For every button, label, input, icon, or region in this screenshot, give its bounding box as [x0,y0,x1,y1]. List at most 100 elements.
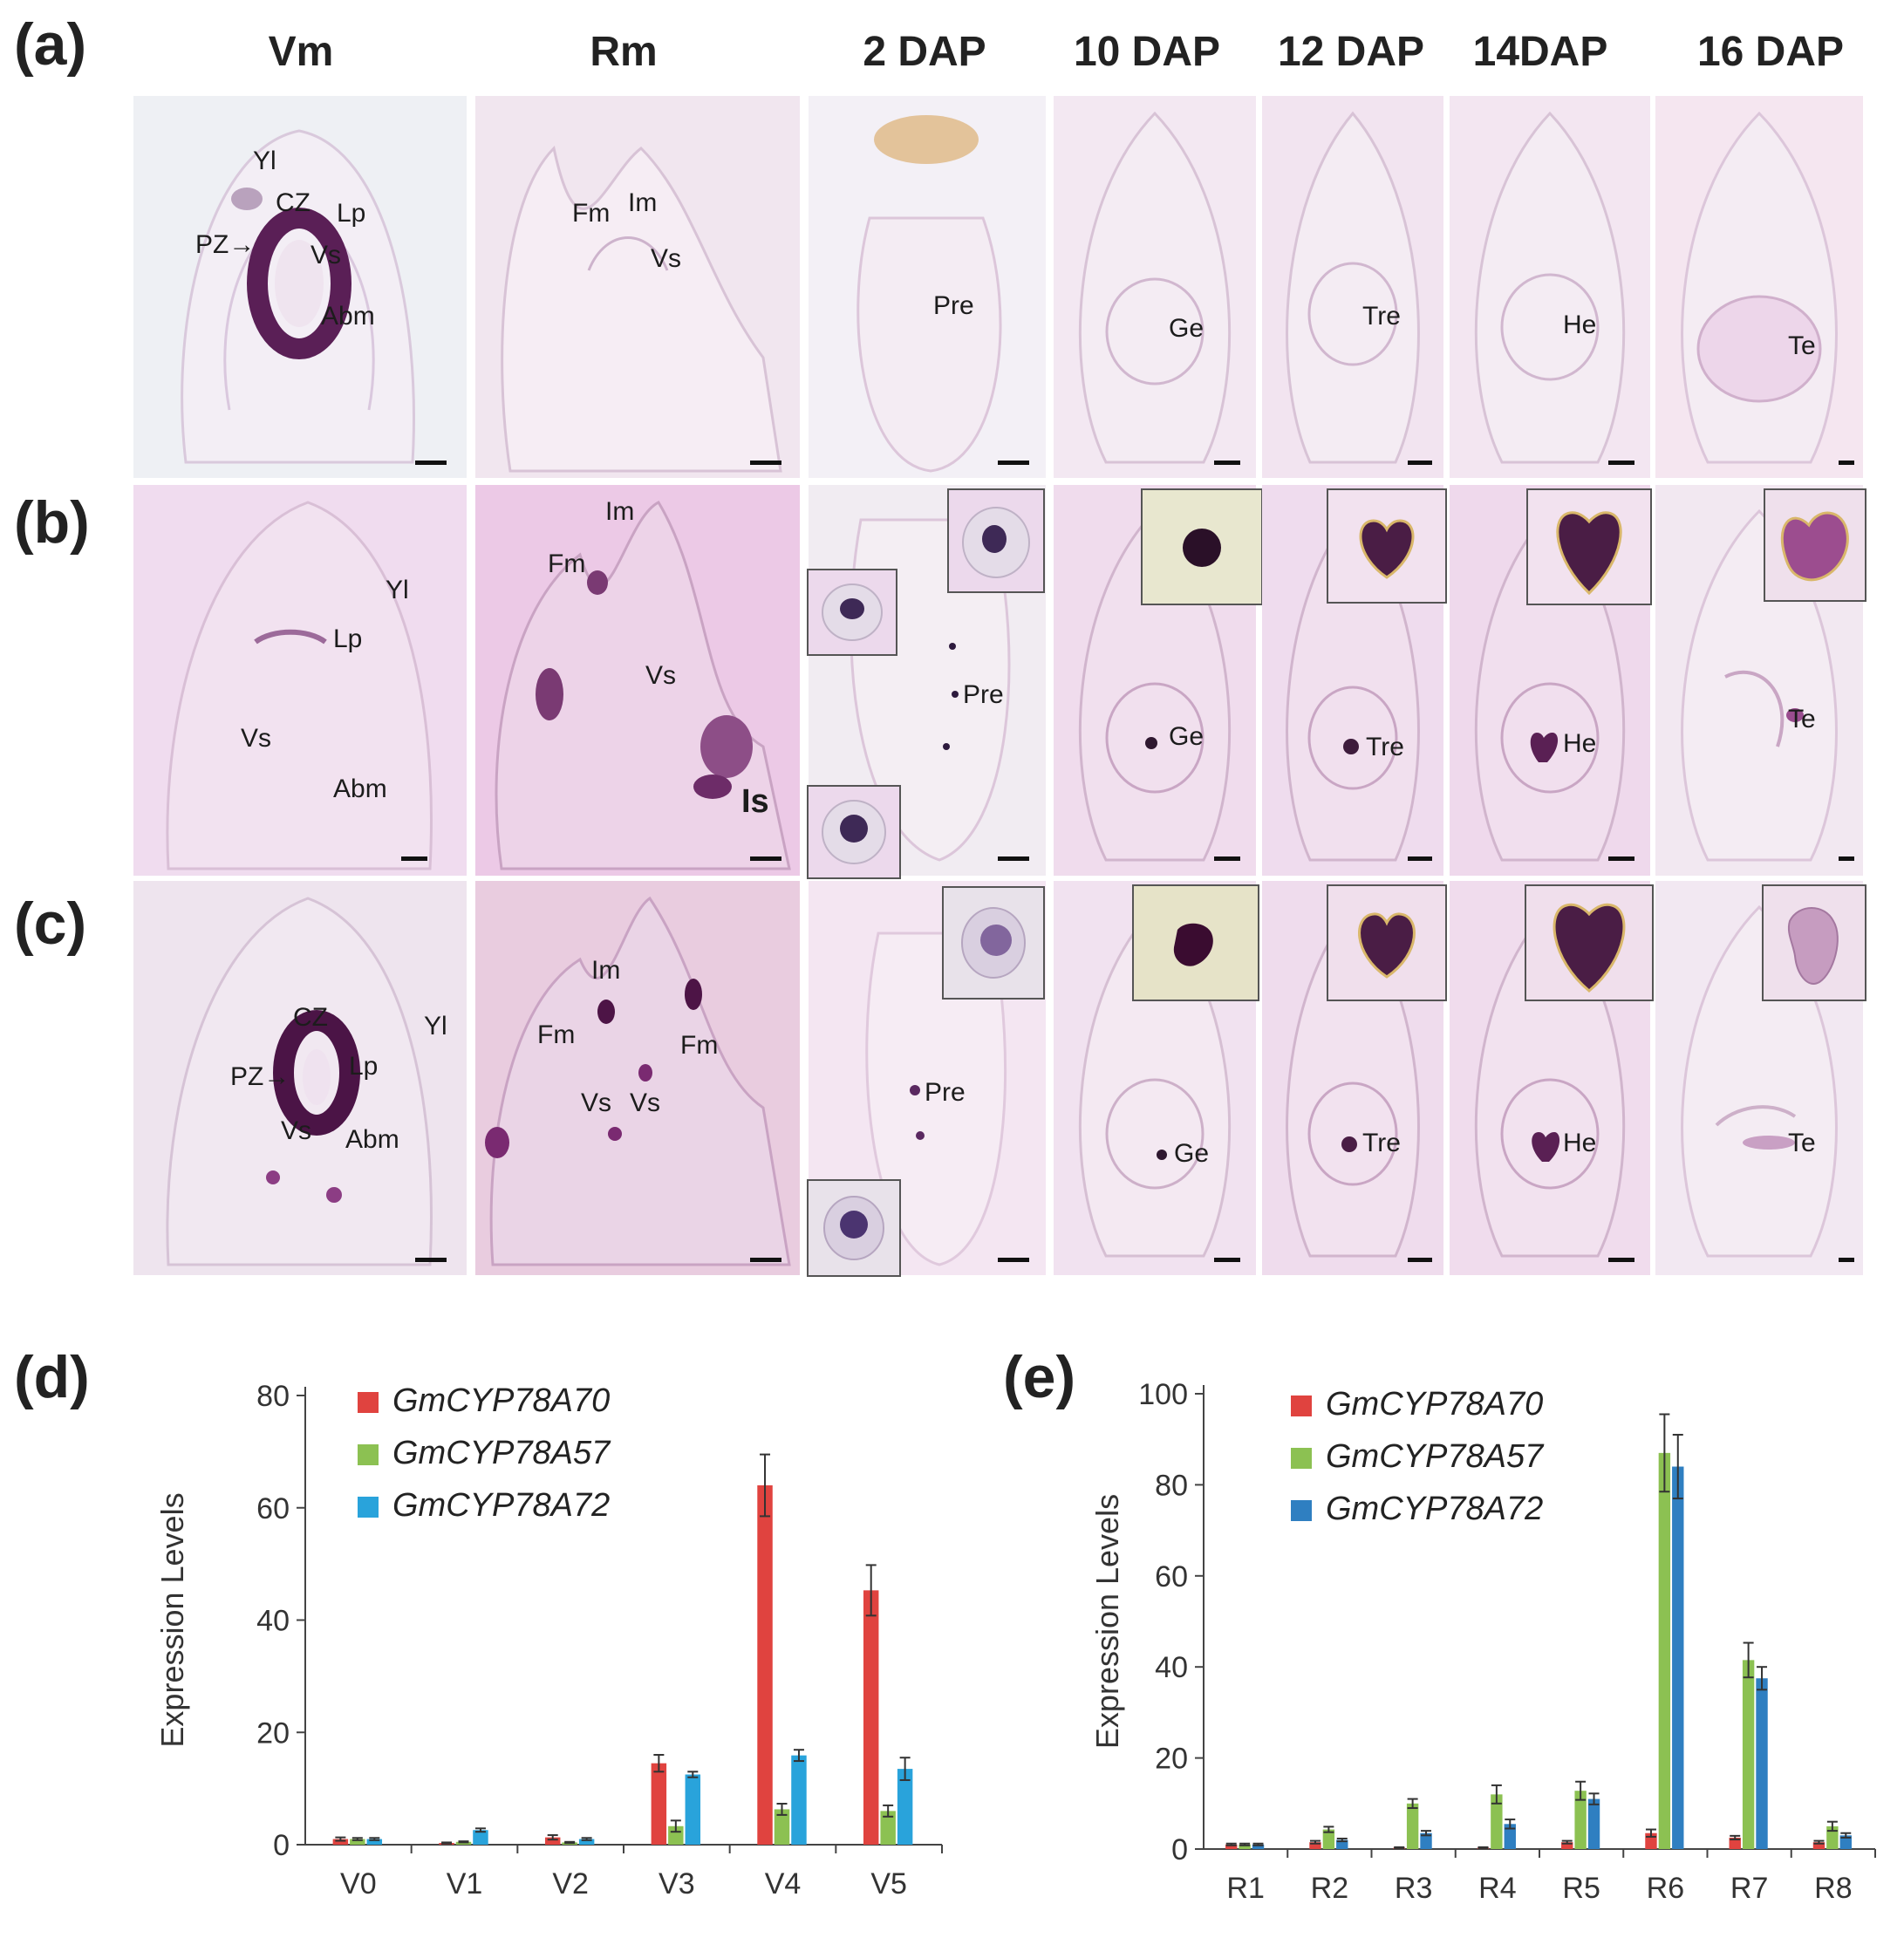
legend-label-gmcyp78a72: GmCYP78A72 [1326,1491,1543,1527]
scale-bar [1839,856,1854,861]
inset-b-12dap [1327,488,1447,604]
label-c-vm-lp: Lp [349,1052,379,1081]
legend-swatch-gmcyp78a70 [1291,1395,1312,1416]
column-header-10dap: 10 DAP [1073,29,1221,75]
chart-d-vegetative-expression: 0 20 40 60 80 Expression Levels V0 V1 V2 V3 V4 V5 Gm… [154,1380,943,1900]
inset-b-2dap-bottom [807,785,901,879]
label-a-vm-yl: Yl [253,147,276,175]
label-b-vm-yl: Yl [386,576,409,604]
bar-gmcyp78a72-r7 [1756,1678,1768,1849]
x-tick-label: V2 [552,1867,589,1900]
column-header-12dap: 12 DAP [1277,29,1425,75]
scale-bar [1608,461,1634,465]
inset-c-14dap [1525,884,1654,1001]
scale-bar [415,461,447,465]
bar-gmcyp78a72-v4 [791,1755,807,1845]
panel-letter-a: (a) [14,11,87,78]
panel-letter-c: (c) [14,891,87,957]
scale-bar [1408,1258,1432,1262]
x-tick-label: R8 [1814,1872,1852,1905]
bar-gmcyp78a70-r7 [1729,1837,1741,1849]
bar-gmcyp78a57-r7 [1742,1660,1755,1849]
panel-letter-d: (d) [14,1344,90,1410]
x-tick-label: R4 [1478,1872,1516,1905]
label-a-vm-abm: Abm [321,302,375,331]
label-b-vm-lp: Lp [333,624,363,653]
bar-gmcyp78a70-r5 [1561,1842,1573,1849]
label-c-vm-cz: CZ [293,1003,328,1032]
column-header-14dap: 14DAP [1472,29,1608,75]
x-tick-label: R2 [1311,1872,1348,1905]
y-axis-title: Expression Levels [1089,1494,1125,1749]
scale-bar [750,1258,781,1262]
label-b-14dap: He [1563,729,1597,758]
y-tick-label: 40 [1155,1651,1188,1684]
label-c-vm-yl: Yl [424,1012,447,1041]
panel-letter-e: (e) [1003,1344,1076,1410]
scale-bar [1408,856,1432,861]
micrograph-b-rm [475,485,800,876]
x-tick-label: V4 [765,1867,802,1900]
inset-b-16dap [1764,488,1866,602]
legend-label-gmcyp78a72: GmCYP78A72 [392,1487,610,1524]
label-c-rm-vs-left: Vs [581,1088,612,1117]
y-tick-label: 0 [1171,1833,1188,1866]
bar-gmcyp78a57-v5 [880,1811,896,1845]
label-b-rm-im: Im [605,497,635,526]
bar-gmcyp78a72-r3 [1420,1832,1432,1849]
label-b-12dap: Tre [1366,733,1404,761]
x-tick-label: R3 [1395,1872,1432,1905]
bar-gmcyp78a70-r1 [1225,1844,1238,1849]
label-a-vm-pz: PZ→ [195,230,256,259]
scale-bar [1608,856,1634,861]
x-tick-label: R1 [1226,1872,1264,1905]
scale-bar [1608,1258,1634,1262]
bar-gmcyp78a72-r1 [1252,1844,1265,1849]
bar-gmcyp78a70-v4 [757,1485,773,1845]
label-c-vm-abm: Abm [345,1125,399,1154]
micrograph-a-2dap [809,96,1046,478]
column-header-2dap: 2 DAP [863,29,986,75]
bar-gmcyp78a57-v3 [668,1825,684,1845]
label-c-vm-vs: Vs [281,1116,312,1145]
y-tick-label: 40 [256,1605,290,1638]
y-tick-label: 80 [256,1380,290,1413]
legend-swatch-gmcyp78a72 [358,1497,379,1518]
bar-gmcyp78a72-v1 [473,1830,488,1845]
label-b-rm-is: Is [741,783,769,820]
label-c-16dap: Te [1788,1129,1816,1157]
legend-swatch-gmcyp78a57 [358,1444,379,1465]
bar-gmcyp78a70-v0 [332,1839,349,1845]
legend-swatch-gmcyp78a57 [1291,1448,1312,1469]
x-tick-label: V1 [447,1867,483,1900]
micrograph-c-2dap [809,881,1046,1275]
x-tick-label: V0 [340,1867,377,1900]
bar-gmcyp78a57-r3 [1406,1803,1419,1849]
label-c-rm-vs-right: Vs [630,1088,661,1117]
micrograph-b-vm [133,485,467,876]
label-c-12dap: Tre [1362,1129,1401,1157]
label-a-14dap: He [1563,310,1597,339]
bar-gmcyp78a72-r4 [1504,1824,1516,1849]
scale-bar [415,1258,447,1262]
bar-gmcyp78a57-r4 [1491,1794,1503,1849]
scale-bar [1214,856,1240,861]
x-tick-label: V5 [870,1867,907,1900]
x-tick-label: R5 [1562,1872,1600,1905]
label-c-rm-fm-right: Fm [680,1031,719,1060]
legend-label-gmcyp78a57: GmCYP78A57 [1326,1438,1545,1475]
bar-gmcyp78a72-v5 [897,1769,913,1845]
label-b-rm-fm: Fm [548,549,586,578]
label-a-vm-cz: CZ [276,188,311,217]
scale-bar [750,856,781,861]
label-a-16dap: Te [1788,331,1816,360]
bar-gmcyp78a72-r6 [1672,1466,1684,1849]
label-c-rm-im: Im [591,956,621,985]
label-b-16dap: Te [1788,705,1816,734]
x-tick-label: R6 [1647,1872,1684,1905]
y-tick-label: 80 [1155,1469,1188,1502]
micrograph-a-10dap [1054,96,1256,478]
scale-bar [1839,1258,1854,1262]
scale-bar [1214,461,1240,465]
label-a-rm-im: Im [628,188,658,217]
